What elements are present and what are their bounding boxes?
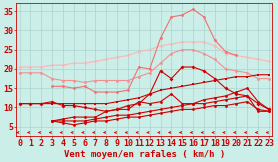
X-axis label: Vent moyen/en rafales ( km/h ): Vent moyen/en rafales ( km/h ) [64,150,225,159]
